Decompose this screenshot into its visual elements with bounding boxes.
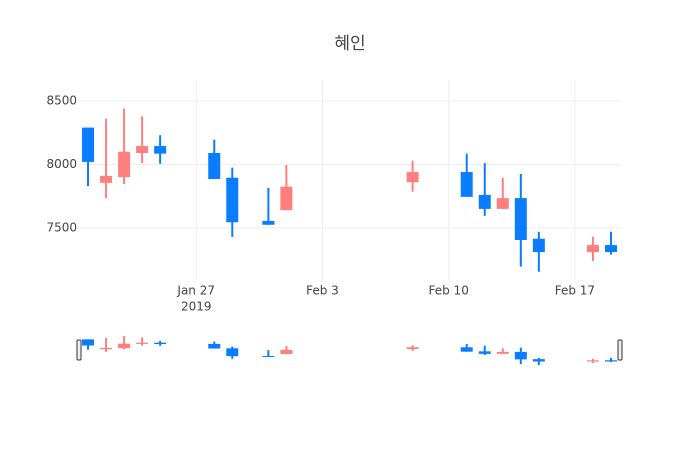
- candle-body: [208, 153, 221, 180]
- slider-candle-body: [514, 351, 527, 360]
- slider-candle-body: [262, 355, 275, 357]
- candle-body: [406, 172, 419, 183]
- y-tick-label: 8500: [46, 93, 77, 107]
- candle-body: [460, 172, 473, 197]
- candle-body: [478, 194, 491, 209]
- slider-candle-body: [100, 347, 113, 350]
- x-tick-label: Feb 17: [555, 284, 595, 298]
- candle-body: [226, 177, 239, 223]
- slider-candle-body: [208, 343, 221, 349]
- candle-body: [100, 175, 113, 183]
- candle-body: [514, 198, 527, 240]
- candle-body: [280, 186, 293, 211]
- y-tick-label: 7500: [46, 220, 77, 234]
- x-tick-label: Jan 27: [176, 284, 215, 298]
- slider-candle-body: [406, 347, 419, 350]
- slider-candle-body: [136, 342, 149, 344]
- candle-body: [118, 151, 131, 178]
- chart-title: 혜인: [334, 34, 365, 54]
- rangeslider-handle[interactable]: [76, 339, 82, 361]
- candle-body: [604, 245, 617, 253]
- slider-candle-body: [82, 339, 95, 346]
- slider-candle-body: [118, 343, 131, 349]
- slider-candle-body: [586, 360, 599, 362]
- x-tick-sublabel: 2019: [181, 300, 212, 314]
- slider-candle-body: [478, 351, 491, 354]
- slider-candle-body: [226, 348, 239, 357]
- candle-body: [262, 220, 275, 225]
- slider-candle-body: [496, 351, 509, 354]
- rangeslider-handle[interactable]: [617, 339, 623, 361]
- slider-candle-body: [604, 360, 617, 362]
- y-tick-label: 8000: [46, 157, 77, 171]
- candle-body: [82, 127, 95, 162]
- slider-candle-body: [154, 342, 167, 345]
- x-tick-label: Feb 3: [306, 284, 339, 298]
- slider-candle-body: [460, 347, 473, 352]
- candle-body: [154, 146, 167, 154]
- candle-body: [496, 198, 509, 209]
- slider-candle-body: [280, 349, 293, 355]
- candle-body: [532, 238, 545, 253]
- x-tick-label: Feb 10: [429, 284, 469, 298]
- candle-body: [136, 146, 149, 154]
- candle-body: [586, 245, 599, 253]
- slider-candle-body: [532, 359, 545, 362]
